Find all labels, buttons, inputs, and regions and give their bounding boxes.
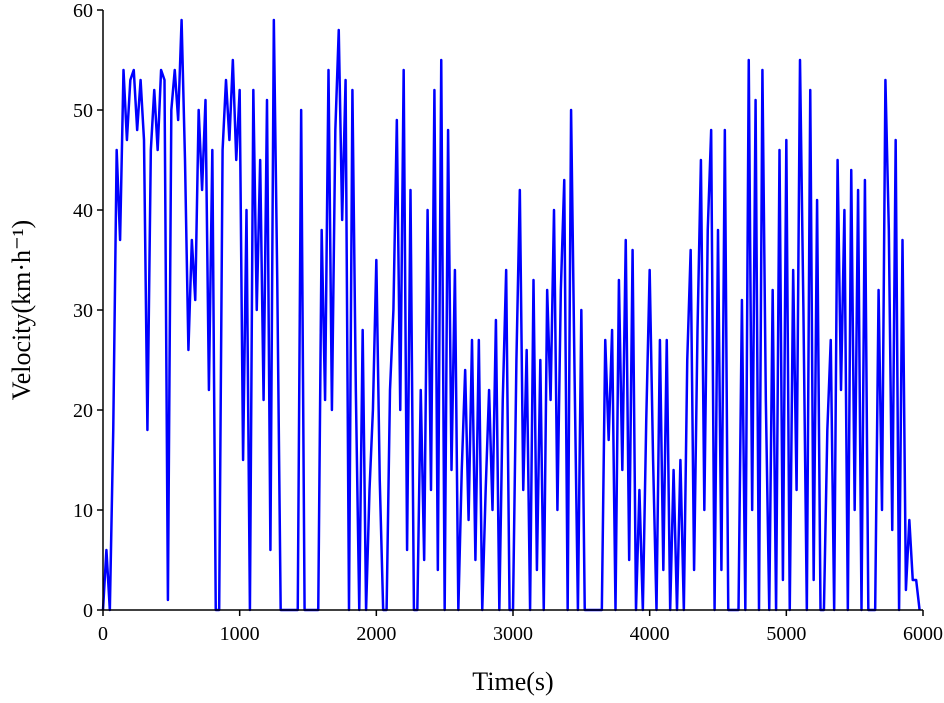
x-tick-label: 5000 bbox=[766, 623, 806, 645]
y-tick-label: 50 bbox=[73, 100, 93, 122]
y-tick-label: 40 bbox=[73, 200, 93, 222]
y-tick-label: 30 bbox=[73, 300, 93, 322]
y-axis-title: Velocity(km·h⁻¹) bbox=[7, 220, 36, 400]
x-tick-label: 1000 bbox=[220, 623, 260, 645]
y-tick-label: 20 bbox=[73, 400, 93, 422]
y-tick-label: 60 bbox=[73, 0, 93, 22]
x-tick-label: 6000 bbox=[903, 623, 943, 645]
x-tick-label: 0 bbox=[98, 623, 108, 645]
x-axis-title: Time(s) bbox=[472, 667, 553, 696]
x-tick-label: 2000 bbox=[356, 623, 396, 645]
x-tick-label: 3000 bbox=[493, 623, 533, 645]
y-tick-label: 0 bbox=[83, 600, 93, 622]
velocity-line bbox=[101, 18, 921, 612]
y-tick-label: 10 bbox=[73, 500, 93, 522]
x-tick-label: 4000 bbox=[630, 623, 670, 645]
